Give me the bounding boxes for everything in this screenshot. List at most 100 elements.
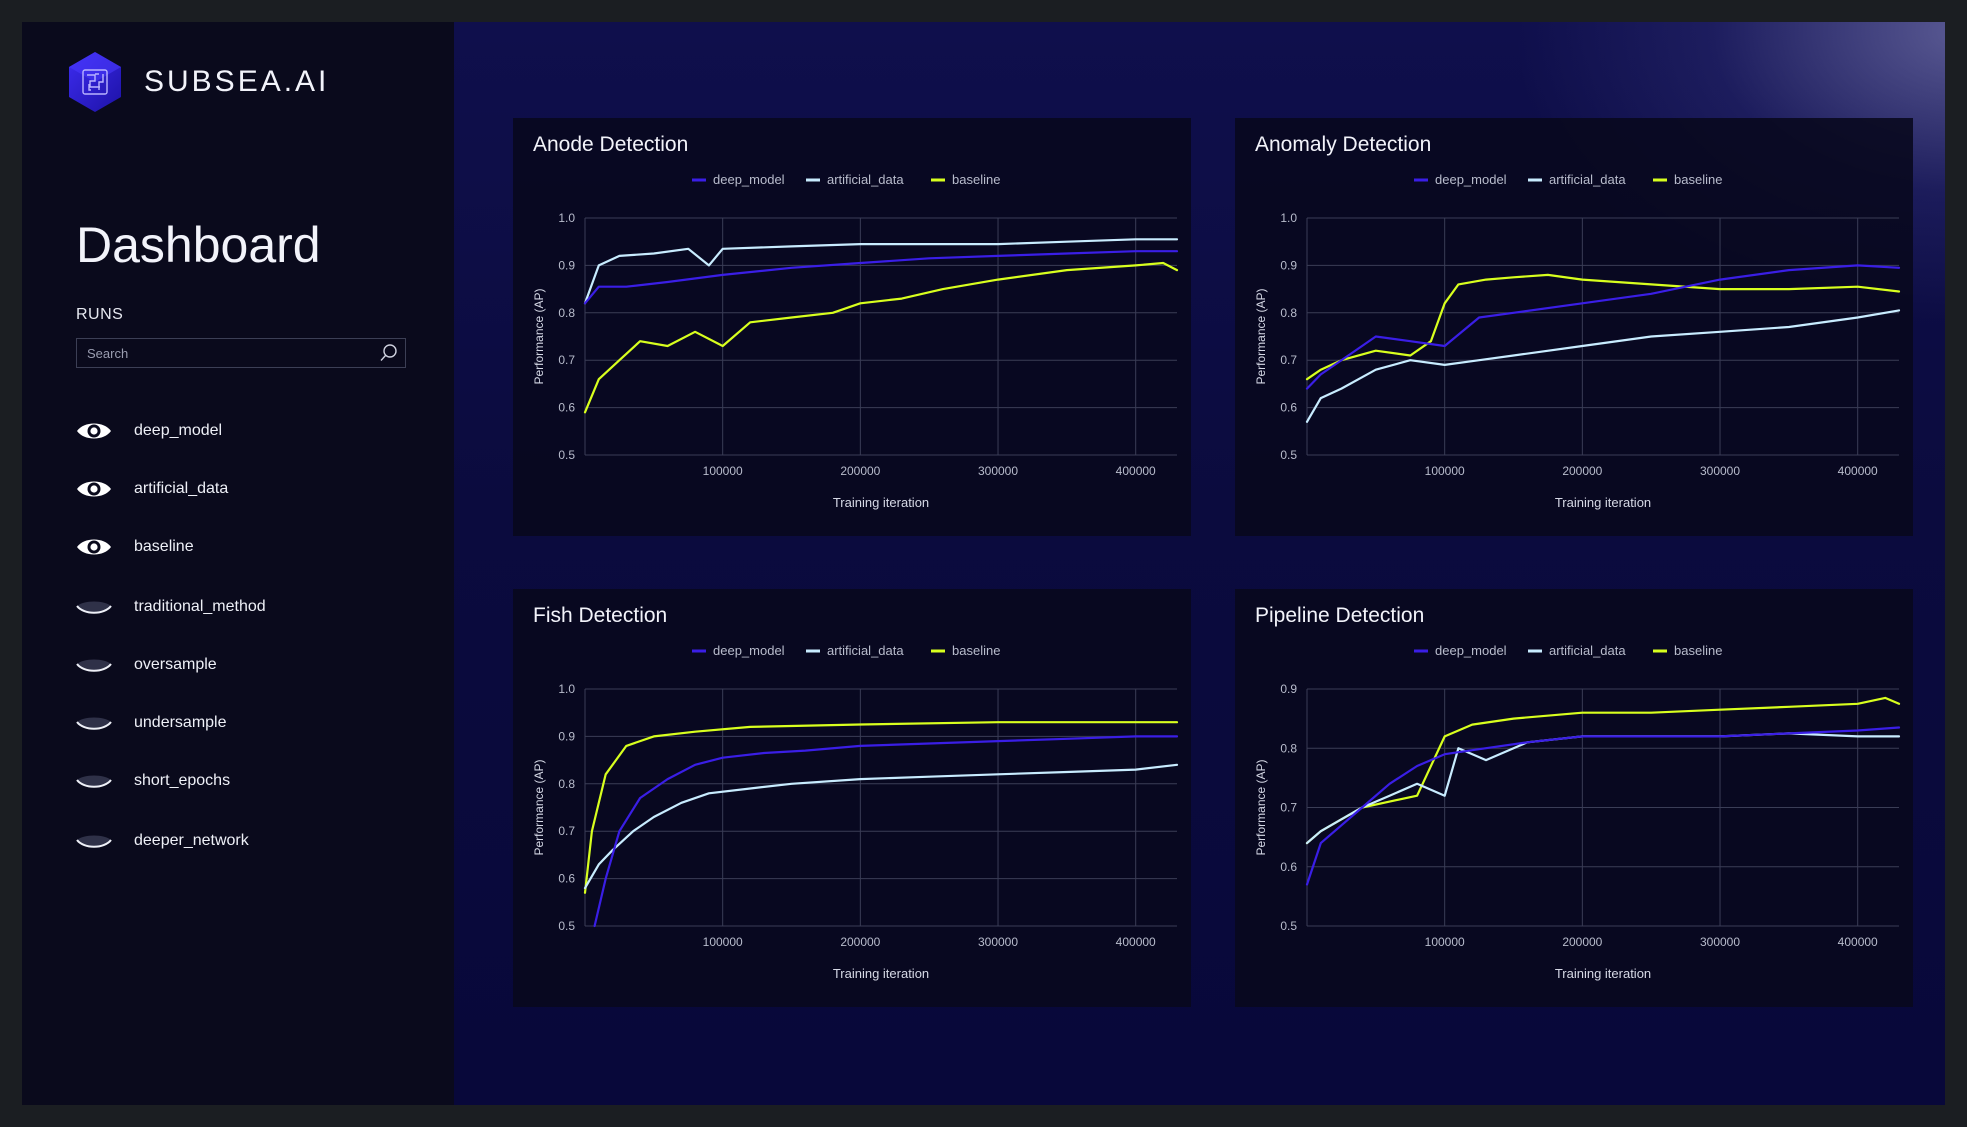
run-item-artificial-data[interactable]: artificial_data: [76, 474, 228, 504]
legend-label[interactable]: baseline: [952, 172, 1000, 187]
run-item-label: baseline: [134, 538, 194, 555]
x-tick-label: 200000: [840, 935, 880, 949]
run-item-deeper-network[interactable]: deeper_network: [76, 826, 249, 856]
y-tick-label: 0.5: [1280, 448, 1297, 462]
run-item-label: short_epochs: [134, 772, 231, 789]
chart-title: Pipeline Detection: [1255, 604, 1425, 627]
line-chart: 0.5 0.6 0.7 0.8 0.9 1.0 100000 200000 300000 4000…: [532, 643, 1179, 981]
x-tick-label: 400000: [1838, 935, 1878, 949]
series-line-baseline[interactable]: [1305, 696, 1901, 845]
x-axis-label: Training iteration: [1555, 495, 1651, 510]
x-axis-label: Training iteration: [833, 966, 929, 981]
run-item-label: oversample: [134, 656, 217, 673]
y-tick-label: 0.9: [1280, 682, 1297, 696]
series-line-baseline[interactable]: [1305, 273, 1901, 381]
x-axis-label: Training iteration: [1555, 966, 1651, 981]
y-tick-label: 0.6: [1280, 860, 1297, 874]
series-line-deep-model[interactable]: [593, 735, 1179, 928]
series-line-artificial-data[interactable]: [583, 238, 1179, 305]
x-tick-label: 200000: [1562, 464, 1602, 478]
y-tick-label: 0.5: [1280, 919, 1297, 933]
search-icon[interactable]: [379, 343, 399, 368]
search-input[interactable]: [77, 339, 367, 367]
x-tick-label: 400000: [1116, 935, 1156, 949]
series-line-deep-model[interactable]: [1305, 264, 1901, 390]
search-box: [76, 338, 406, 368]
chart-card-fish-detection: Fish Detection 0.5 0.6 0.7 0.8 0.9 1.0 100000 20…: [513, 589, 1191, 1007]
chart-title: Fish Detection: [533, 604, 668, 627]
legend-label[interactable]: deep_model: [713, 643, 785, 658]
legend-label[interactable]: deep_model: [1435, 643, 1507, 658]
y-tick-label: 0.6: [558, 872, 575, 886]
y-tick-label: 0.7: [558, 353, 575, 367]
run-item-oversample[interactable]: oversample: [76, 650, 217, 680]
legend-label[interactable]: artificial_data: [827, 643, 904, 658]
eye-closed-icon[interactable]: [76, 769, 112, 793]
y-axis-label: Performance (AP): [532, 759, 546, 855]
legend-label[interactable]: deep_model: [1435, 172, 1507, 187]
app-window: SUBSEA.AI Dashboard RUNS deep_modelartif…: [22, 22, 1945, 1105]
x-tick-label: 200000: [840, 464, 880, 478]
x-tick-label: 300000: [1700, 464, 1740, 478]
y-tick-label: 0.7: [558, 824, 575, 838]
y-tick-label: 0.8: [558, 777, 575, 791]
eye-open-icon[interactable]: [76, 419, 112, 443]
x-tick-label: 400000: [1838, 464, 1878, 478]
series-line-baseline[interactable]: [583, 721, 1179, 894]
legend-label[interactable]: deep_model: [713, 172, 785, 187]
legend-label[interactable]: artificial_data: [1549, 172, 1626, 187]
y-axis-label: Performance (AP): [532, 288, 546, 384]
run-item-deep-model[interactable]: deep_model: [76, 416, 222, 446]
y-tick-label: 0.9: [558, 729, 575, 743]
y-tick-label: 0.7: [1280, 353, 1297, 367]
legend-label[interactable]: artificial_data: [827, 172, 904, 187]
line-chart: 0.5 0.6 0.7 0.8 0.9 1.0 100000 200000 300000 4000…: [1254, 172, 1901, 510]
brand-logo[interactable]: SUBSEA.AI: [66, 50, 329, 114]
eye-closed-icon[interactable]: [76, 711, 112, 735]
series-line-artificial-data[interactable]: [1305, 732, 1901, 845]
series-line-deep-model[interactable]: [583, 250, 1179, 305]
legend-label[interactable]: baseline: [1674, 643, 1722, 658]
x-tick-label: 300000: [978, 464, 1018, 478]
y-tick-label: 0.7: [1280, 801, 1297, 815]
legend-label[interactable]: baseline: [1674, 172, 1722, 187]
run-item-traditional-method[interactable]: traditional_method: [76, 592, 266, 622]
page-title: Dashboard: [76, 216, 321, 273]
y-tick-label: 0.8: [1280, 741, 1297, 755]
run-item-label: artificial_data: [134, 480, 229, 497]
series-line-artificial-data[interactable]: [583, 763, 1179, 890]
x-tick-label: 100000: [703, 935, 743, 949]
y-tick-label: 0.5: [558, 919, 575, 933]
chart-card-pipeline-detection: Pipeline Detection 0.5 0.6 0.7 0.8 0.9 100000 2…: [1235, 589, 1913, 1007]
y-tick-label: 0.8: [558, 306, 575, 320]
series-line-deep-model[interactable]: [1305, 726, 1901, 886]
legend-label[interactable]: baseline: [952, 643, 1000, 658]
chart-card-anomaly-detection: Anomaly Detection 0.5 0.6 0.7 0.8 0.9 1.0 10000…: [1235, 118, 1913, 536]
eye-open-icon[interactable]: [76, 477, 112, 501]
series-line-baseline[interactable]: [583, 261, 1179, 414]
runs-section-label: RUNS: [76, 306, 124, 323]
eye-open-icon[interactable]: [76, 535, 112, 559]
legend-label[interactable]: artificial_data: [1549, 643, 1626, 658]
chart-title: Anode Detection: [533, 133, 689, 156]
run-item-label: traditional_method: [134, 598, 266, 615]
run-item-label: deeper_network: [134, 832, 249, 849]
eye-closed-icon[interactable]: [76, 595, 112, 619]
eye-closed-icon[interactable]: [76, 653, 112, 677]
subsea-logo-icon: [69, 52, 121, 112]
y-tick-label: 0.6: [1280, 401, 1297, 415]
series-line-artificial-data[interactable]: [1305, 309, 1901, 423]
line-chart: 0.5 0.6 0.7 0.8 0.9 100000 200000 300000 400000 T…: [1254, 643, 1901, 981]
y-tick-label: 1.0: [558, 211, 575, 225]
run-item-baseline[interactable]: baseline: [76, 532, 194, 562]
run-item-undersample[interactable]: undersample: [76, 708, 227, 738]
run-item-label: deep_model: [134, 422, 223, 439]
y-axis-label: Performance (AP): [1254, 759, 1268, 855]
x-tick-label: 300000: [978, 935, 1018, 949]
x-tick-label: 100000: [1425, 464, 1465, 478]
chart-title: Anomaly Detection: [1255, 133, 1432, 156]
run-item-short-epochs[interactable]: short_epochs: [76, 766, 230, 796]
x-tick-label: 100000: [1425, 935, 1465, 949]
y-tick-label: 1.0: [1280, 211, 1297, 225]
eye-closed-icon[interactable]: [76, 829, 112, 853]
